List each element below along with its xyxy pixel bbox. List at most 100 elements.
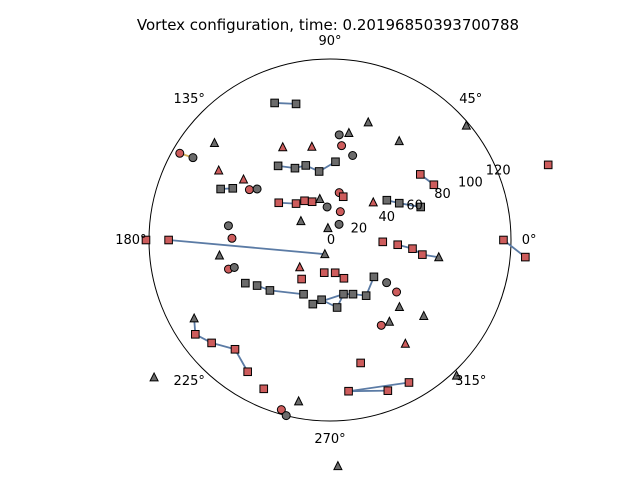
vortex-triangle-84 <box>333 460 343 471</box>
vortex-square-89 <box>243 367 252 377</box>
vortex-triangle-10 <box>277 141 288 152</box>
vortex-triangle-74 <box>394 301 405 312</box>
radial-tick-80: 80 <box>434 187 451 202</box>
vortex-triangle-94 <box>149 371 159 382</box>
vortex-square-79 <box>356 358 365 368</box>
angle-tick-135: 135° <box>174 92 205 107</box>
vortex-circle-0 <box>175 148 185 158</box>
radial-tick-120: 120 <box>486 164 511 179</box>
vortex-triangle-11 <box>307 141 317 151</box>
vortex-circle-85 <box>276 405 286 415</box>
chart-title: Vortex configuration, time: 0.2019685039… <box>137 16 519 34</box>
vortex-square-4 <box>291 99 301 109</box>
vortex-square-51 <box>330 268 340 278</box>
vortex-circle-31 <box>322 202 332 212</box>
pair-link-17 <box>269 289 304 296</box>
vortex-square-46 <box>164 235 173 245</box>
vortex-triangle-5 <box>363 116 374 127</box>
radial-tick-0: 0 <box>327 233 335 248</box>
vortex-square-38 <box>394 198 404 208</box>
angle-tick-45: 45° <box>459 92 482 107</box>
vortex-square-88 <box>259 384 269 394</box>
vortex-triangle-2 <box>209 137 220 148</box>
vortex-square-90 <box>230 344 240 354</box>
angle-tick-0: 0° <box>522 233 537 248</box>
vortex-square-91 <box>207 338 216 348</box>
vortex-circle-20 <box>348 150 358 160</box>
pair-link-25 <box>348 381 410 393</box>
angle-tick-315: 315° <box>455 374 486 389</box>
vortex-triangle-47 <box>320 248 330 259</box>
vortex-triangle-13 <box>213 164 224 175</box>
vortex-square-92 <box>191 330 200 339</box>
vortex-triangle-75 <box>384 316 395 326</box>
vortex-triangle-14 <box>238 173 249 184</box>
vortex-triangle-48 <box>294 261 305 272</box>
vortex-square-49 <box>297 274 306 284</box>
vortex-circle-8 <box>334 130 344 140</box>
vortex-circle-23 <box>244 185 254 195</box>
vortex-square-96 <box>499 235 508 245</box>
vortex-triangle-7 <box>344 127 354 138</box>
vortex-triangle-9 <box>394 135 405 146</box>
vortex-square-3 <box>270 98 279 108</box>
vortex-square-28 <box>307 197 317 207</box>
radial-tick-20: 20 <box>351 221 368 236</box>
vortex-triangle-57 <box>433 251 444 262</box>
vortex-square-18 <box>314 167 324 176</box>
vortex-square-80 <box>344 386 353 396</box>
vortex-circle-72 <box>382 278 392 288</box>
vortex-square-32 <box>338 192 348 202</box>
vortex-square-16 <box>290 163 300 173</box>
vortex-square-45 <box>141 235 151 245</box>
vortex-square-64 <box>299 289 308 299</box>
vortex-square-95 <box>543 160 553 170</box>
vortex-square-25 <box>274 198 284 208</box>
vortex-triangle-29 <box>314 193 325 204</box>
vortex-square-55 <box>408 244 417 253</box>
vortex-square-97 <box>521 252 530 262</box>
vortex-circle-12 <box>337 141 347 151</box>
vortex-square-63 <box>265 286 275 295</box>
vortex-square-69 <box>348 289 358 299</box>
vortex-square-61 <box>241 278 250 288</box>
vortex-circle-24 <box>252 184 262 194</box>
vortex-circle-35 <box>334 219 344 229</box>
vortex-triangle-36 <box>323 222 333 233</box>
vortex-triangle-33 <box>368 196 379 207</box>
vortex-circle-76 <box>376 320 386 330</box>
vortex-circle-1 <box>188 153 198 163</box>
vortex-square-68 <box>339 289 348 299</box>
angle-tick-180: 180° <box>115 233 146 248</box>
vortex-triangle-6 <box>461 119 472 130</box>
angle-tick-90: 90° <box>318 34 341 49</box>
vortex-triangle-93 <box>189 312 199 323</box>
vortex-square-22 <box>228 184 238 193</box>
vortex-square-81 <box>383 386 393 395</box>
vortex-triangle-58 <box>214 249 225 260</box>
vortex-square-66 <box>317 295 326 305</box>
vortex-square-27 <box>300 196 309 206</box>
vortex-square-40 <box>415 170 425 179</box>
vortex-triangle-83 <box>451 370 462 380</box>
vortex-triangle-77 <box>418 310 429 320</box>
vortex-triangle-44 <box>296 215 306 226</box>
vortex-square-54 <box>393 240 403 250</box>
angle-tick-225: 225° <box>174 374 205 389</box>
radial-tick-100: 100 <box>458 175 483 190</box>
vortex-square-50 <box>319 268 329 277</box>
vortex-circle-86 <box>281 411 291 421</box>
angle-tick-270: 270° <box>314 432 345 447</box>
vortex-square-26 <box>291 199 301 208</box>
vortex-square-62 <box>252 281 262 290</box>
vortex-square-71 <box>369 272 379 282</box>
vortex-square-70 <box>361 291 371 300</box>
vortex-circle-43 <box>227 233 237 243</box>
radial-tick-60: 60 <box>406 198 423 213</box>
vortex-square-53 <box>378 237 388 247</box>
vortex-square-39 <box>416 202 426 212</box>
vortex-square-19 <box>331 157 340 167</box>
vortex-square-67 <box>332 303 342 312</box>
